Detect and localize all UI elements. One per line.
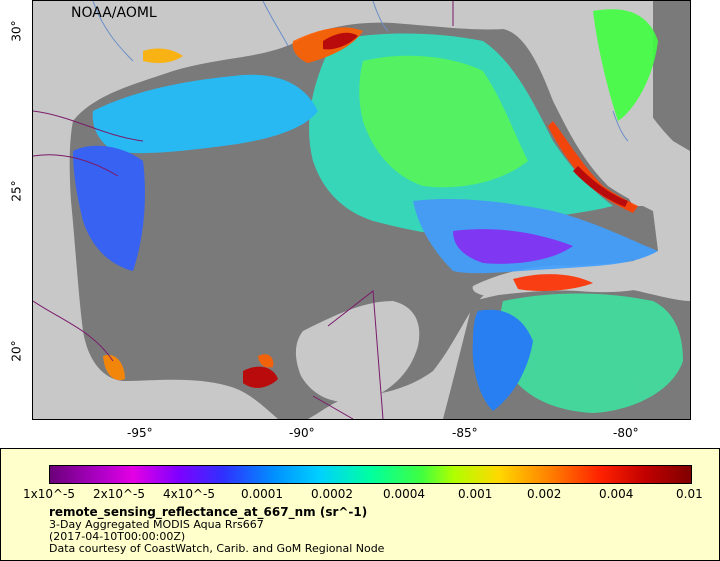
colorbar-label: 0.0002 [311,487,353,501]
x-tick-label: -95° [127,426,153,440]
x-tick-label: -90° [289,426,315,440]
colorbar-label: 0.01 [676,487,703,501]
colorbar-label: 0.0001 [241,487,283,501]
y-tick-label: 25° [9,180,24,202]
colorbar-label: 0.0004 [383,487,425,501]
x-tick-label: -80° [613,426,639,440]
colorbar [49,465,692,484]
colorbar-label: 0.001 [458,487,493,501]
variable-name: remote_sensing_reflectance_at_667_nm (sr… [49,505,368,519]
colorbar-label: 1x10^-5 [23,487,76,501]
reflectance-data [73,9,683,413]
colorbar-label: 4x10^-5 [163,487,216,501]
political-borders [33,1,454,419]
legend-panel: 1x10^-5 2x10^-5 4x10^-5 0.0001 0.0002 0.… [0,448,720,561]
credit-label: NOAA/AOML [71,5,157,21]
colorbar-label: 0.004 [599,487,634,501]
colorbar-label: 0.002 [527,487,562,501]
y-tick-label: 20° [9,340,24,362]
dataset-name: 3-Day Aggregated MODIS Aqua Rrs667 [49,518,264,531]
yucatan-peninsula [295,301,420,403]
colorbar-label: 2x10^-5 [93,487,146,501]
x-tick-label: -85° [452,426,478,440]
map-frame[interactable]: NOAA/AOML [32,0,691,420]
time-stamp: (2017-04-10T00:00:00Z) [49,530,186,543]
rivers [92,1,629,142]
y-tick-label: 30° [9,20,24,42]
data-courtesy: Data courtesy of CoastWatch, Carib. and … [49,542,385,555]
map-image [33,1,690,419]
